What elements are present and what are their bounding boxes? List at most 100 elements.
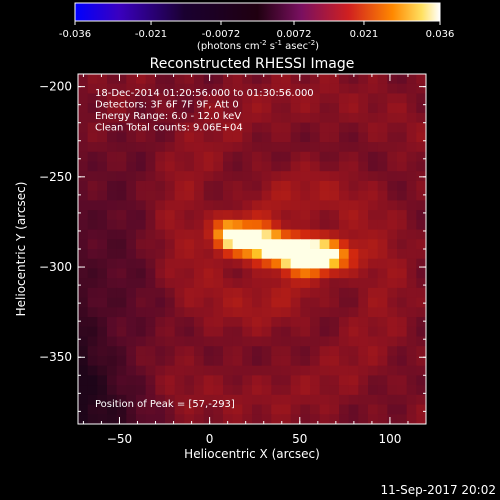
heatmap-cell [194,161,205,172]
colorbar-ticks: -0.036 -0.021 -0.0072 0.0072 0.021 0.036 [59,21,454,40]
heatmap-cell [397,346,408,357]
heatmap-cell [406,93,417,104]
heatmap-cell [165,151,176,163]
heatmap-cell [406,200,417,211]
heatmap-cell [329,122,340,133]
heatmap-cell [339,258,350,270]
heatmap-cell [232,355,243,367]
heatmap-cell [232,142,243,153]
heatmap-cell [223,93,234,104]
heatmap-cell [107,297,118,308]
heatmap-cell [368,74,379,85]
heatmap-cell [87,239,98,250]
heatmap-cell [387,394,398,406]
heatmap-cell [223,365,234,376]
y-axis-ticks: −200 −250 −300 −350 [39,80,426,412]
heatmap-cell [223,219,234,231]
heatmap-cell [155,171,166,182]
heatmap-cell [377,103,388,114]
heatmap-cell [213,239,224,250]
heatmap-cell [165,200,176,211]
heatmap-cell [184,414,195,424]
heatmap-cell [87,258,98,270]
heatmap-cell [319,394,330,406]
heatmap-cell [184,151,195,163]
heatmap-cell [97,171,108,182]
heatmap-cell [213,83,224,95]
heatmap-cell [174,258,185,270]
heatmap-cell [126,385,137,396]
heatmap-cell [184,103,195,114]
heatmap-cell [232,326,243,338]
heatmap-cell [223,278,234,289]
heatmap-cell [290,404,301,415]
heatmap-cell [339,151,350,163]
heatmap-cell [261,161,272,172]
x-tick-label: 100 [378,432,401,446]
heatmap-cell [290,414,301,424]
heatmap-cell [165,161,176,172]
heatmap-cell [174,346,185,357]
heatmap-cell [232,219,243,231]
heatmap-cell [107,132,118,143]
heatmap-cell [116,132,127,143]
heatmap-cell [252,190,263,201]
heatmap-cell [281,190,292,201]
heatmap-cell [87,414,98,424]
heatmap-cell [252,142,263,153]
heatmap-cell [397,365,408,376]
heatmap-cell [300,180,311,192]
heatmap-cell [136,394,147,406]
heatmap-cell [329,132,340,143]
heatmap-cell [136,385,147,396]
heatmap-cell [271,93,282,104]
heatmap-cell [184,93,195,104]
heatmap-cell [271,210,282,221]
heatmap-cell [377,190,388,201]
heatmap-cell [145,297,156,308]
heatmap-cell [339,200,350,211]
heatmap-cell [416,190,426,201]
heatmap-cell [87,142,98,153]
heatmap-cell [194,355,205,367]
heatmap-cell [348,287,359,299]
chart-title: Reconstructed RHESSI Image [150,56,355,72]
heatmap-cell [155,287,166,299]
heatmap-cell [406,307,417,318]
heatmap-cell [184,249,195,260]
heatmap-cell [281,365,292,376]
heatmap-cell [368,112,379,124]
heatmap-cell [387,326,398,338]
heatmap-cell [358,210,369,221]
heatmap-cell [261,268,272,279]
heatmap-cell [290,132,301,143]
heatmap-cell [339,93,350,104]
heatmap-cell [319,83,330,95]
heatmap-cell [252,375,263,386]
heatmap-cell [126,375,137,386]
heatmap-cell [78,210,89,221]
heatmap-cell [194,287,205,299]
heatmap-cell [165,394,176,406]
heatmap-cell [261,326,272,338]
heatmap-cell [116,258,127,270]
heatmap-cell [78,249,89,260]
heatmap-cell [174,326,185,338]
heatmap-cell [319,161,330,172]
heatmap-cell [78,268,89,279]
heatmap-cell [329,142,340,153]
heatmap-cell [358,103,369,114]
heatmap-cell [300,210,311,221]
heatmap-cell [184,161,195,172]
heatmap-cell [242,278,253,289]
heatmap-cell [348,355,359,367]
heatmap-cell [329,355,340,367]
heatmap-cell [358,132,369,143]
heatmap-cell [116,317,127,328]
heatmap-cell [348,229,359,240]
heatmap-cell [126,161,137,172]
heatmap-cell [116,355,127,367]
heatmap-cell [271,151,282,163]
heatmap-cell [232,161,243,172]
heatmap-cell [290,385,301,396]
